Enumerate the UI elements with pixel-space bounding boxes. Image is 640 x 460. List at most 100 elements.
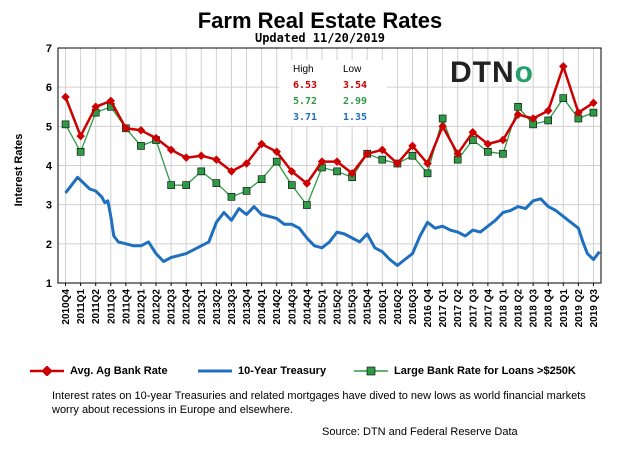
grid bbox=[58, 48, 601, 283]
point-large bbox=[438, 114, 447, 123]
legend-label-treasury: 10-Year Treasury bbox=[238, 365, 327, 377]
dtn-logo: DTNo bbox=[450, 56, 534, 90]
y-axis-label: Interest Rates bbox=[13, 134, 25, 207]
point-large bbox=[272, 157, 281, 166]
high-value-treasury: 3.71 bbox=[293, 112, 318, 123]
x-tick-label: 2011Q1 bbox=[76, 289, 87, 324]
chart-subtitle: Updated 11/20/2019 bbox=[254, 31, 386, 45]
x-tick-label: 2014Q4 bbox=[302, 289, 313, 325]
point-ag bbox=[166, 145, 176, 155]
logo-mark: o bbox=[514, 56, 534, 89]
y-axis: 1 2 3 4 5 6 7 bbox=[46, 43, 53, 290]
point-large bbox=[227, 193, 236, 201]
series-line-treasury bbox=[64, 175, 601, 267]
x-tick-label: 2014Q2 bbox=[272, 289, 283, 325]
point-ag bbox=[408, 141, 417, 151]
low-value-large: 2.99 bbox=[343, 96, 368, 107]
x-tick-label: 2012Q1 bbox=[136, 289, 147, 325]
point-large bbox=[182, 181, 191, 189]
x-tick-label: 2018 Q1 bbox=[498, 289, 509, 328]
point-large bbox=[212, 179, 221, 187]
x-tick-label: 2018 Q3 bbox=[529, 289, 540, 328]
point-ag bbox=[197, 151, 206, 160]
point-large bbox=[61, 120, 70, 129]
point-ag bbox=[423, 159, 432, 168]
point-ag bbox=[136, 126, 146, 135]
x-tick-label: 2011Q2 bbox=[91, 289, 102, 324]
point-ag bbox=[151, 133, 161, 143]
y-tick-label: 3 bbox=[46, 200, 52, 212]
low-header: Low bbox=[343, 64, 362, 75]
point-large bbox=[514, 102, 522, 111]
high-value-large: 5.72 bbox=[293, 96, 318, 107]
high-low-table: High Low 6.53 3.54 5.72 2.99 3.71 1.35 bbox=[279, 60, 387, 126]
point-large bbox=[257, 175, 266, 184]
caption: Interest rates on 10-year Treasuries and… bbox=[52, 390, 586, 416]
y-tick-label: 4 bbox=[46, 161, 53, 173]
x-tick-label: 2016 Q4 bbox=[423, 289, 434, 328]
x-tick-label: 2015Q1 bbox=[317, 289, 328, 325]
x-tick-label: 2019 Q3 bbox=[589, 289, 600, 328]
point-ag bbox=[483, 139, 493, 149]
point-large bbox=[408, 151, 417, 160]
legend-swatch-large bbox=[354, 366, 388, 376]
x-tick-label: 2013Q1 bbox=[197, 289, 208, 325]
point-ag bbox=[76, 131, 85, 141]
y-tick-label: 6 bbox=[46, 82, 52, 94]
legend-swatch-ag bbox=[30, 366, 64, 376]
legend-item-ag: Avg. Ag Bank Rate bbox=[30, 360, 168, 382]
point-ag bbox=[438, 122, 447, 131]
point-large bbox=[242, 187, 251, 195]
series-layer bbox=[61, 62, 601, 267]
point-ag bbox=[181, 153, 191, 162]
x-tick-label: 2011Q3 bbox=[106, 289, 117, 324]
x-tick-label: 2010Q4 bbox=[61, 289, 72, 325]
y-tick-label: 5 bbox=[46, 121, 52, 133]
y-tick-label: 1 bbox=[46, 278, 52, 290]
x-tick-label: 2016Q1 bbox=[378, 289, 389, 325]
point-ag bbox=[362, 149, 372, 158]
plot-frame bbox=[57, 47, 602, 284]
x-tick-label: 2019 Q2 bbox=[574, 289, 585, 328]
low-value-ag: 3.54 bbox=[343, 80, 368, 91]
point-ag bbox=[393, 159, 402, 168]
x-tick-label: 2013Q4 bbox=[242, 289, 253, 325]
point-ag bbox=[61, 92, 70, 102]
source-note: Source: DTN and Federal Reserve Data bbox=[322, 426, 518, 438]
legend-item-treasury: 10-Year Treasury bbox=[198, 360, 326, 382]
x-tick-label: 2016Q3 bbox=[408, 289, 419, 325]
x-tick-label: 2017 Q4 bbox=[483, 289, 494, 328]
point-large bbox=[287, 181, 296, 189]
point-ag bbox=[272, 147, 281, 157]
point-ag bbox=[302, 179, 312, 188]
x-tick-label: 2014Q3 bbox=[287, 289, 298, 325]
x-tick-label: 2012Q4 bbox=[182, 289, 193, 325]
point-large bbox=[559, 94, 568, 102]
x-tick-label: 2015Q2 bbox=[333, 289, 344, 325]
point-ag bbox=[332, 157, 342, 166]
legend-item-large: Large Bank Rate for Loans >$250K bbox=[354, 360, 576, 382]
chart-title: Farm Real Estate Rates bbox=[197, 8, 443, 33]
y-tick-label: 7 bbox=[46, 43, 52, 55]
x-tick-label: 2015Q3 bbox=[348, 289, 359, 325]
point-large bbox=[303, 201, 311, 209]
logo-letters: DTN bbox=[450, 56, 515, 89]
x-tick-label: 2014Q1 bbox=[257, 289, 268, 325]
point-ag bbox=[468, 127, 478, 137]
point-ag bbox=[347, 169, 357, 178]
point-ag bbox=[121, 124, 131, 133]
x-tick-label: 2017 Q1 bbox=[438, 289, 449, 328]
point-ag bbox=[559, 62, 568, 71]
point-large bbox=[484, 147, 492, 156]
point-large bbox=[468, 136, 477, 144]
point-large bbox=[197, 167, 206, 176]
x-tick-label: 2017 Q3 bbox=[468, 289, 479, 328]
x-tick-label: 2016Q2 bbox=[393, 289, 404, 325]
point-large bbox=[423, 169, 432, 178]
x-tick-label: 2012Q3 bbox=[167, 289, 178, 325]
x-tick-label: 2011Q4 bbox=[121, 289, 132, 324]
legend-label-large: Large Bank Rate for Loans >$250K bbox=[394, 365, 576, 377]
point-ag bbox=[378, 145, 387, 155]
x-tick-label: 2012Q2 bbox=[152, 289, 163, 325]
